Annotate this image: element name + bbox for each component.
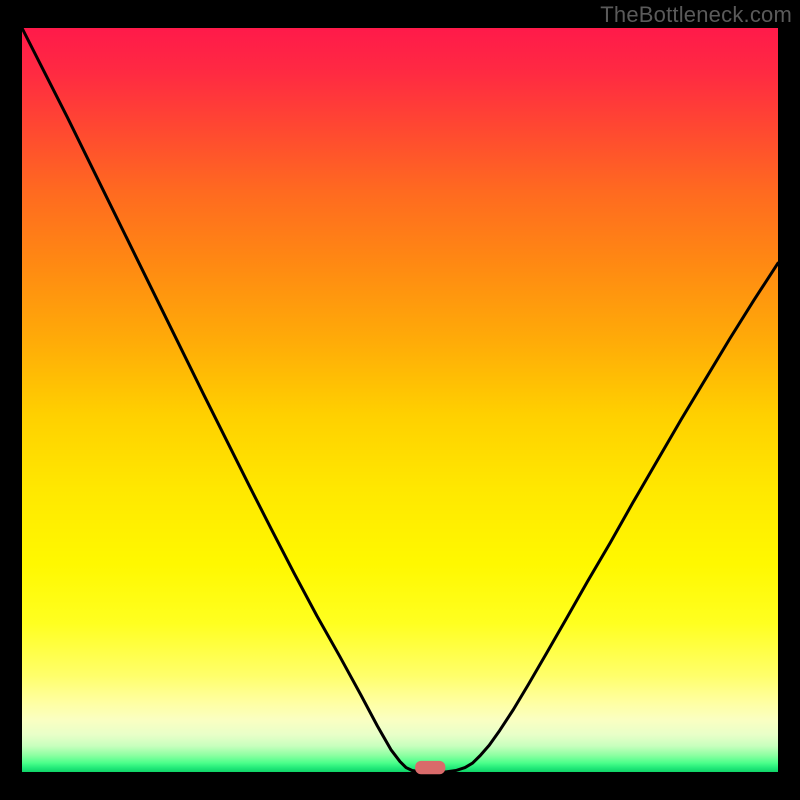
plot-background-gradient (22, 28, 778, 772)
optimum-marker (415, 761, 445, 774)
chart-container: TheBottleneck.com (0, 0, 800, 800)
attribution-label: TheBottleneck.com (600, 2, 792, 28)
bottleneck-chart (0, 0, 800, 800)
